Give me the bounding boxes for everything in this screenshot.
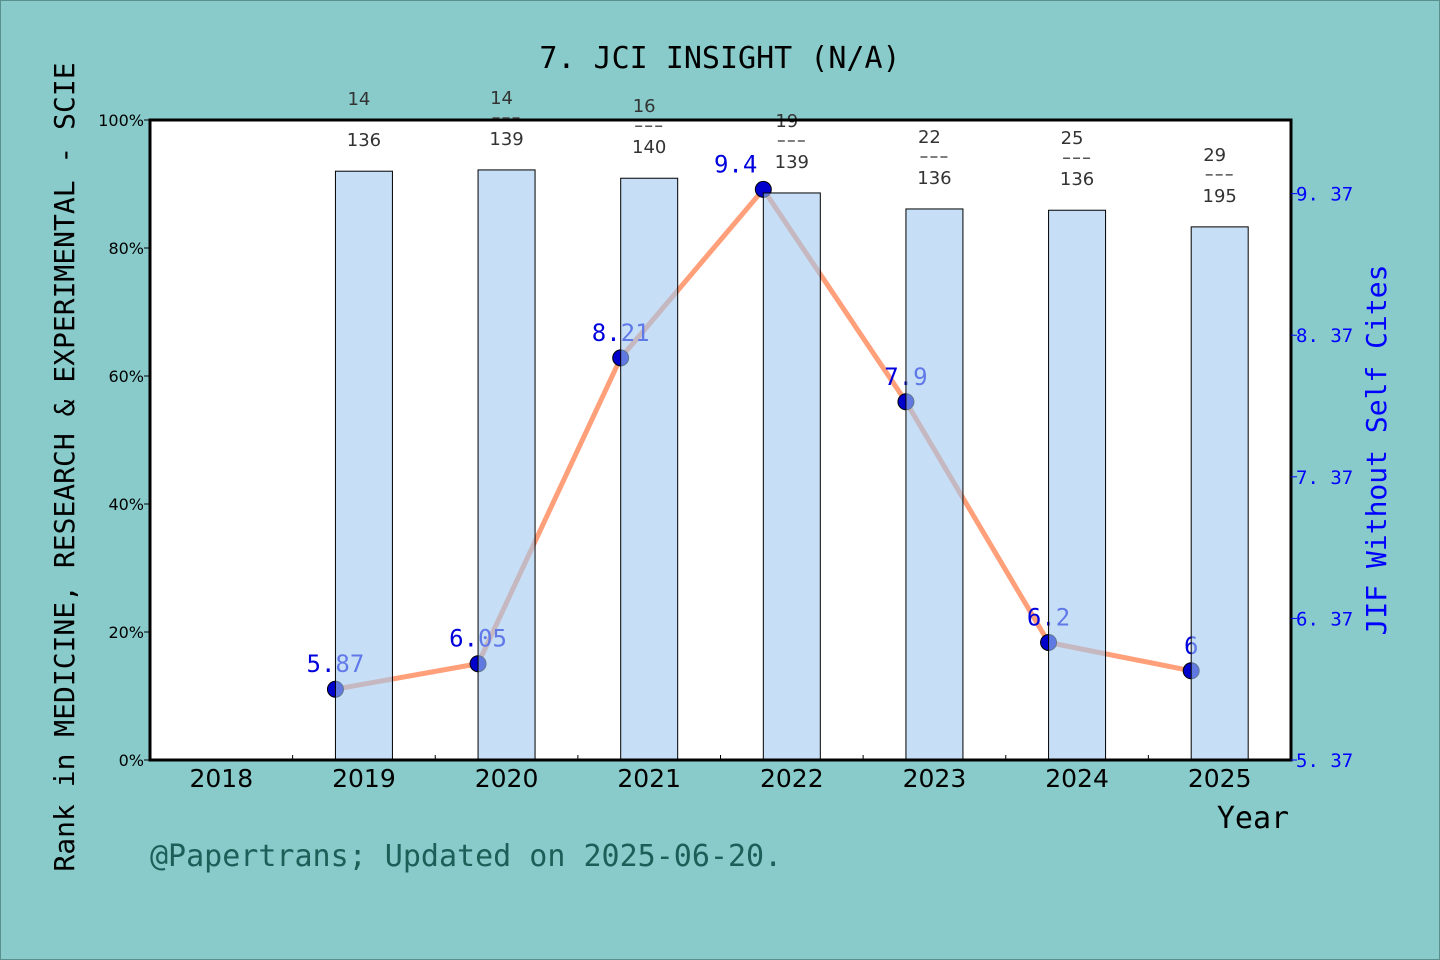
x-tick-label: 2023 xyxy=(903,764,967,793)
rank-bar xyxy=(334,170,393,761)
rank-numerator: 14 xyxy=(490,88,513,109)
jif-value-label: 9.4 xyxy=(714,150,757,178)
rank-denominator: 140 xyxy=(632,137,666,158)
x-tick-label: 2025 xyxy=(1188,764,1252,793)
rank-denominator: 136 xyxy=(347,130,381,151)
x-tick-label: 2020 xyxy=(475,764,539,793)
x-tick-label: 2019 xyxy=(332,764,396,793)
right-tick-label: 8. 37 xyxy=(1296,325,1353,347)
right-tick-label: 9. 37 xyxy=(1296,184,1353,206)
right-tick-label: 7. 37 xyxy=(1296,467,1353,489)
rank-bar xyxy=(1048,209,1107,761)
rank-numerator: 14 xyxy=(347,89,370,110)
rank-numerator: 22 xyxy=(918,127,941,148)
rank-bar xyxy=(1190,226,1249,761)
x-tick-label: 2022 xyxy=(760,764,824,793)
rank-bar xyxy=(762,192,821,761)
left-tick-label: 100% xyxy=(98,111,144,130)
right-tick-label: 6. 37 xyxy=(1296,608,1353,630)
left-tick-label: 80% xyxy=(108,239,144,258)
rank-numerator: 25 xyxy=(1061,128,1084,149)
rank-denominator: 195 xyxy=(1203,186,1237,207)
chart-marks: 5.876.058.219.47.96.26141361413916140191… xyxy=(307,88,1249,761)
chart-axes: 0% 20% 40% 60% 80% 100% 5. 37 6. 37 7. 37 8. 37 9.… xyxy=(98,111,1353,793)
left-tick-label: 0% xyxy=(119,751,144,770)
x-axis-label: Year xyxy=(1217,801,1289,836)
rank-denominator: 139 xyxy=(775,152,809,173)
rank-bar xyxy=(620,177,679,761)
rank-denominator: 139 xyxy=(489,129,523,150)
rank-bar xyxy=(905,208,964,761)
rank-denominator: 136 xyxy=(1060,169,1094,190)
rank-numerator: 29 xyxy=(1203,145,1226,166)
x-tick-label: 2021 xyxy=(617,764,681,793)
right-tick-label: 5. 37 xyxy=(1296,750,1353,772)
right-axis-label: JIF Without Self Cites xyxy=(1360,265,1393,636)
left-axis-label: Rank in MEDICINE, RESEARCH & EXPERIMENTA… xyxy=(48,62,81,871)
rank-denominator: 136 xyxy=(917,168,951,189)
left-tick-label: 60% xyxy=(108,367,144,386)
credit-text: @Papertrans; Updated on 2025-06-20. xyxy=(150,839,782,874)
left-tick-label: 20% xyxy=(108,623,144,642)
left-tick-label: 40% xyxy=(108,495,144,514)
chart-title: 7. JCI INSIGHT (N/A) xyxy=(539,41,900,76)
rank-bar xyxy=(477,169,536,761)
x-tick-label: 2024 xyxy=(1045,764,1109,793)
x-tick-label: 2018 xyxy=(190,764,254,793)
rank-numerator: 16 xyxy=(633,96,656,117)
